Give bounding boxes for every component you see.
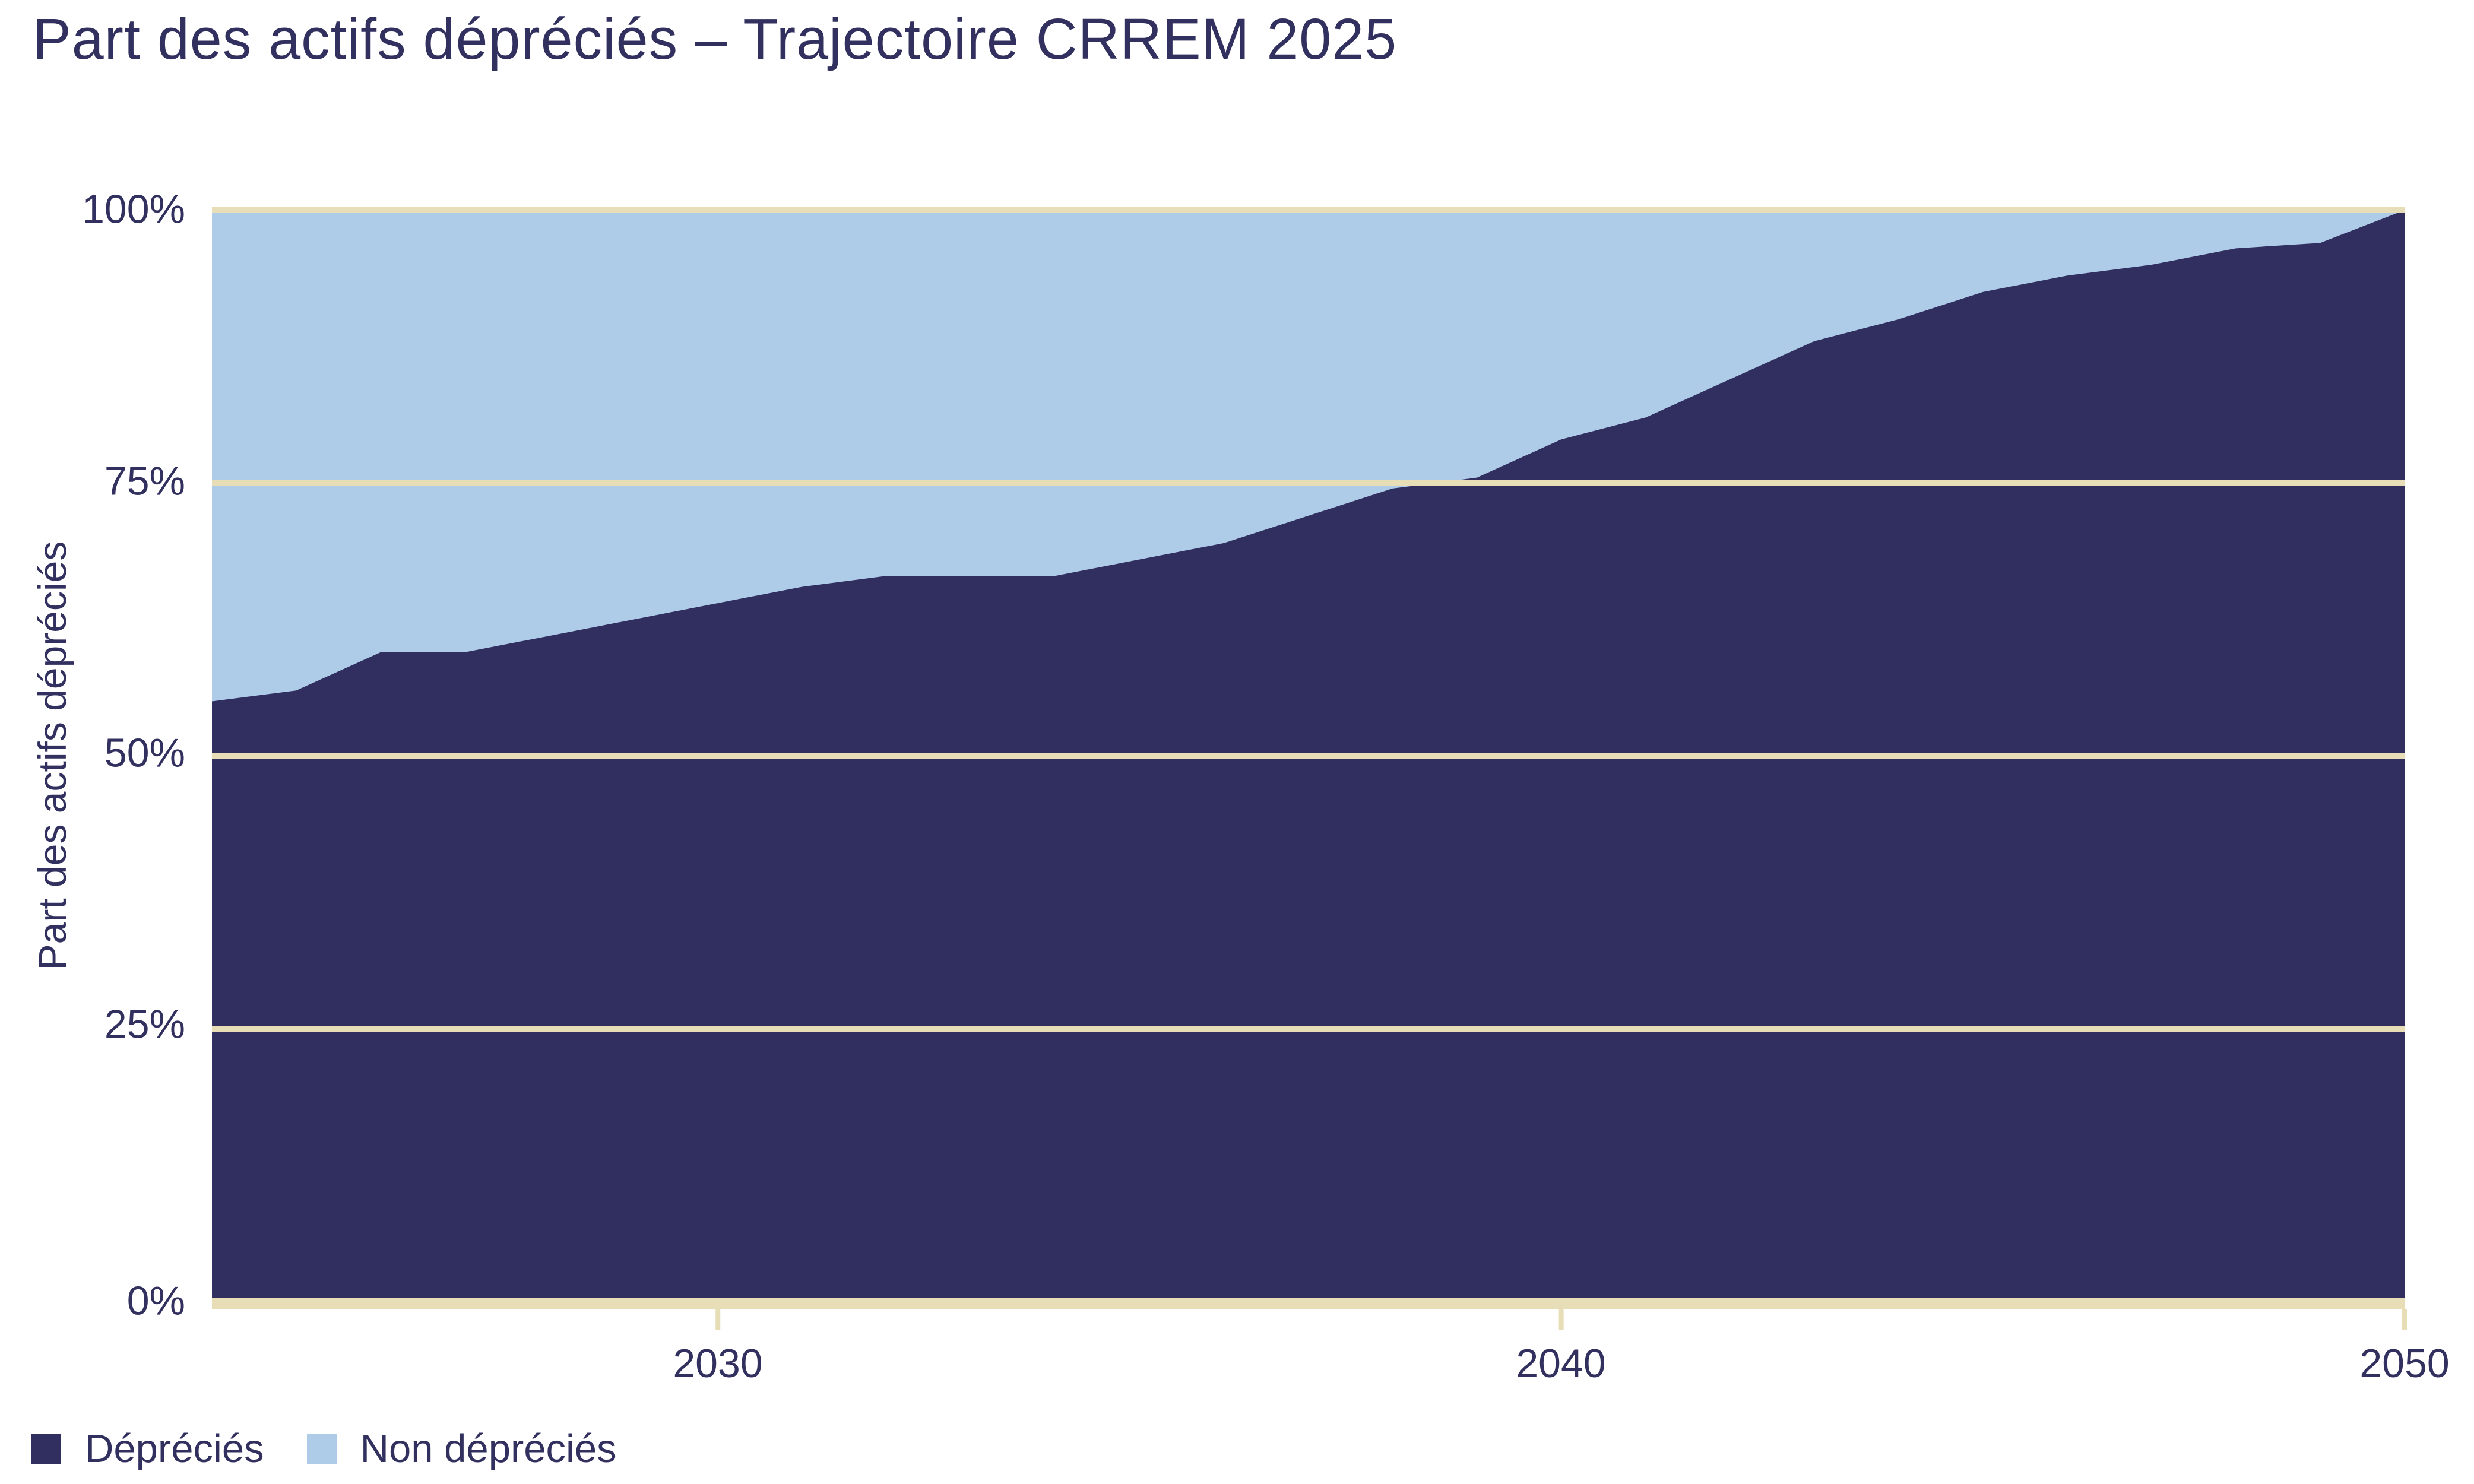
y-tick-label-75: 75% (104, 458, 185, 504)
y-tick-label-25: 25% (104, 1001, 185, 1047)
y-tick-label-100: 100% (82, 186, 185, 232)
x-tick-label-2050: 2050 (2359, 1341, 2450, 1386)
legend-label: Dépréciés (85, 1426, 264, 1471)
y-axis-title: Part des actifs dépréciés (30, 541, 74, 971)
x-tick-mark-2030 (715, 1309, 721, 1330)
x-tick-label-2040: 2040 (1516, 1341, 1606, 1386)
non-depreciated-swatch-icon (306, 1434, 337, 1464)
legend-item-non-depreciated: Non dépréciés (306, 1426, 617, 1472)
chart-title: Part des actifs dépréciés – Trajectoire … (33, 7, 1398, 71)
gridline-100 (212, 207, 2405, 213)
y-tick-label-50: 50% (104, 730, 185, 776)
gridline-25 (212, 1026, 2405, 1032)
x-axis-line (212, 1298, 2405, 1309)
legend-item-depreciated: Dépréciés (31, 1426, 264, 1472)
x-tick-mark-2050 (2402, 1309, 2407, 1330)
gridline-75 (212, 480, 2405, 486)
x-tick-label-2030: 2030 (673, 1341, 763, 1386)
y-tick-label-0: 0% (126, 1278, 185, 1324)
x-tick-mark-2040 (1558, 1309, 1564, 1330)
legend: Dépréciés Non dépréciés (31, 1426, 660, 1472)
gridline-50 (212, 753, 2405, 759)
legend-label: Non dépréciés (360, 1426, 617, 1471)
depreciated-swatch-icon (31, 1434, 61, 1464)
